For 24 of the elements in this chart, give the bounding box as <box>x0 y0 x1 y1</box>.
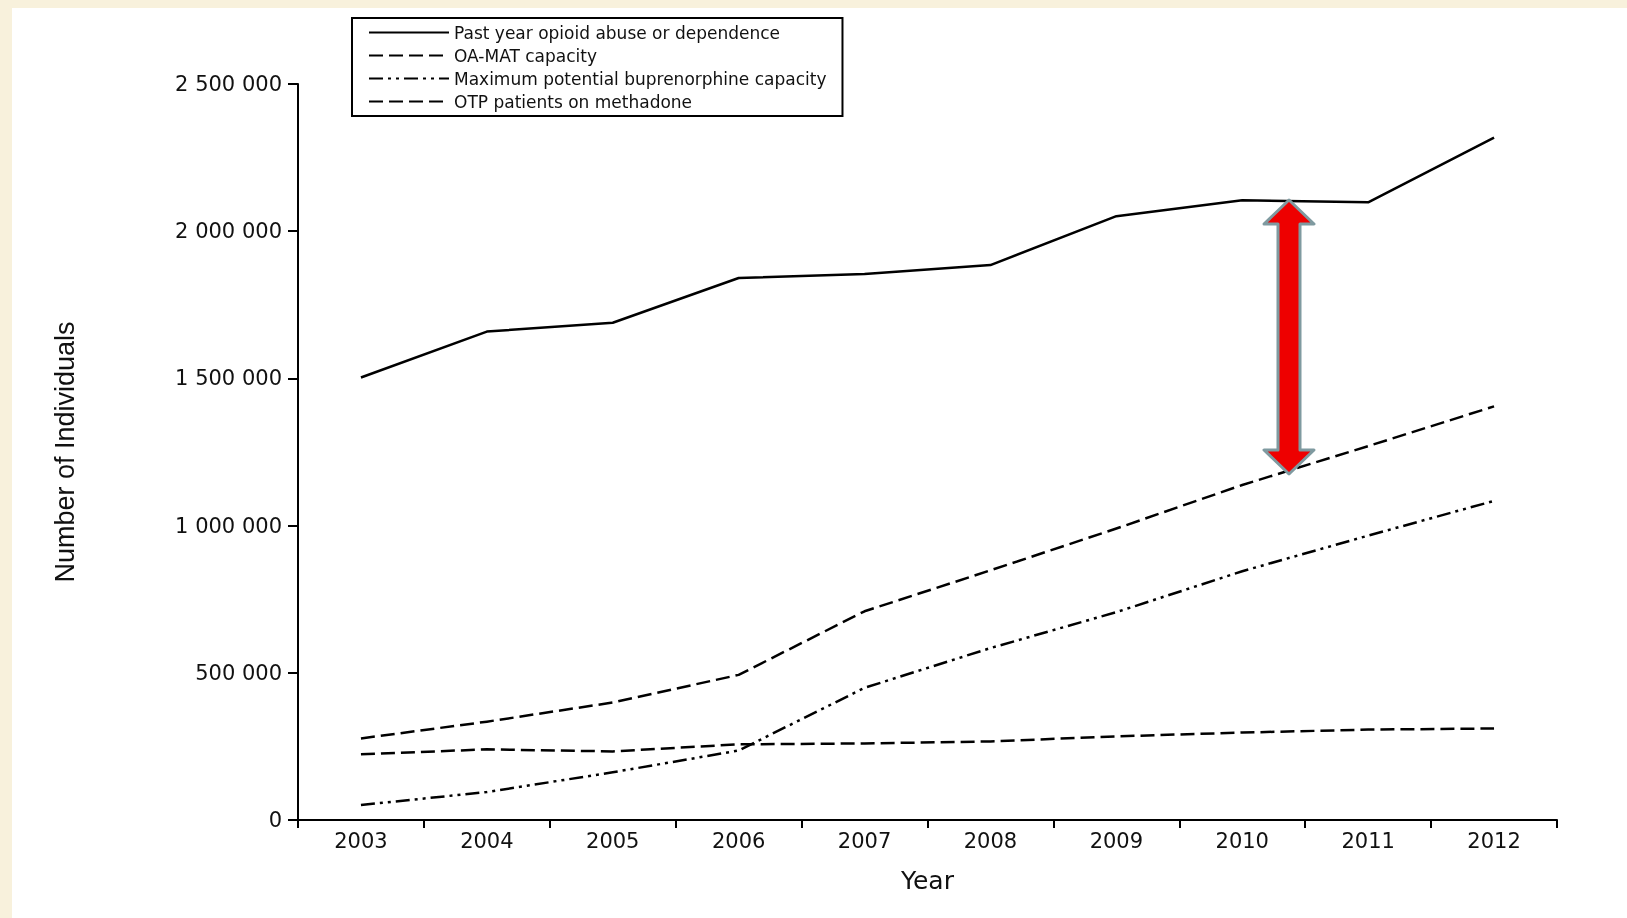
legend-label: OTP patients on methadone <box>454 91 693 112</box>
y-tick-label: 500 000 <box>195 660 282 685</box>
x-tick-label: 2008 <box>963 828 1018 853</box>
y-tick-label: 2 000 000 <box>175 219 282 244</box>
y-tick-label: 1 000 000 <box>175 513 282 538</box>
x-tick-label: 2012 <box>1467 828 1521 853</box>
y-tick-label: 2 500 000 <box>175 72 282 96</box>
y-tick-label: 1 500 000 <box>175 366 282 391</box>
x-tick-label: 2007 <box>837 828 892 853</box>
x-tick-label: 2010 <box>1215 828 1269 853</box>
line-series <box>359 405 1496 740</box>
x-tick-label: 2003 <box>334 828 388 853</box>
x-tick-label: 2004 <box>460 828 514 853</box>
x-tick-label: 2005 <box>586 828 640 853</box>
line-series <box>359 136 1496 379</box>
legend-label: Past year opioid abuse or dependence <box>454 22 780 43</box>
y-axis-title: Number of Individuals <box>49 321 80 583</box>
x-axis-title: Year <box>900 866 955 895</box>
y-tick-label: 0 <box>268 808 282 832</box>
x-tick-label: 2011 <box>1341 828 1395 853</box>
x-tick-label: 2006 <box>711 828 766 853</box>
legend-label: Maximum potential buprenorphine capacity <box>454 68 827 89</box>
legend-label: OA-MAT capacity <box>454 45 598 66</box>
x-tick-label: 2009 <box>1089 828 1144 853</box>
